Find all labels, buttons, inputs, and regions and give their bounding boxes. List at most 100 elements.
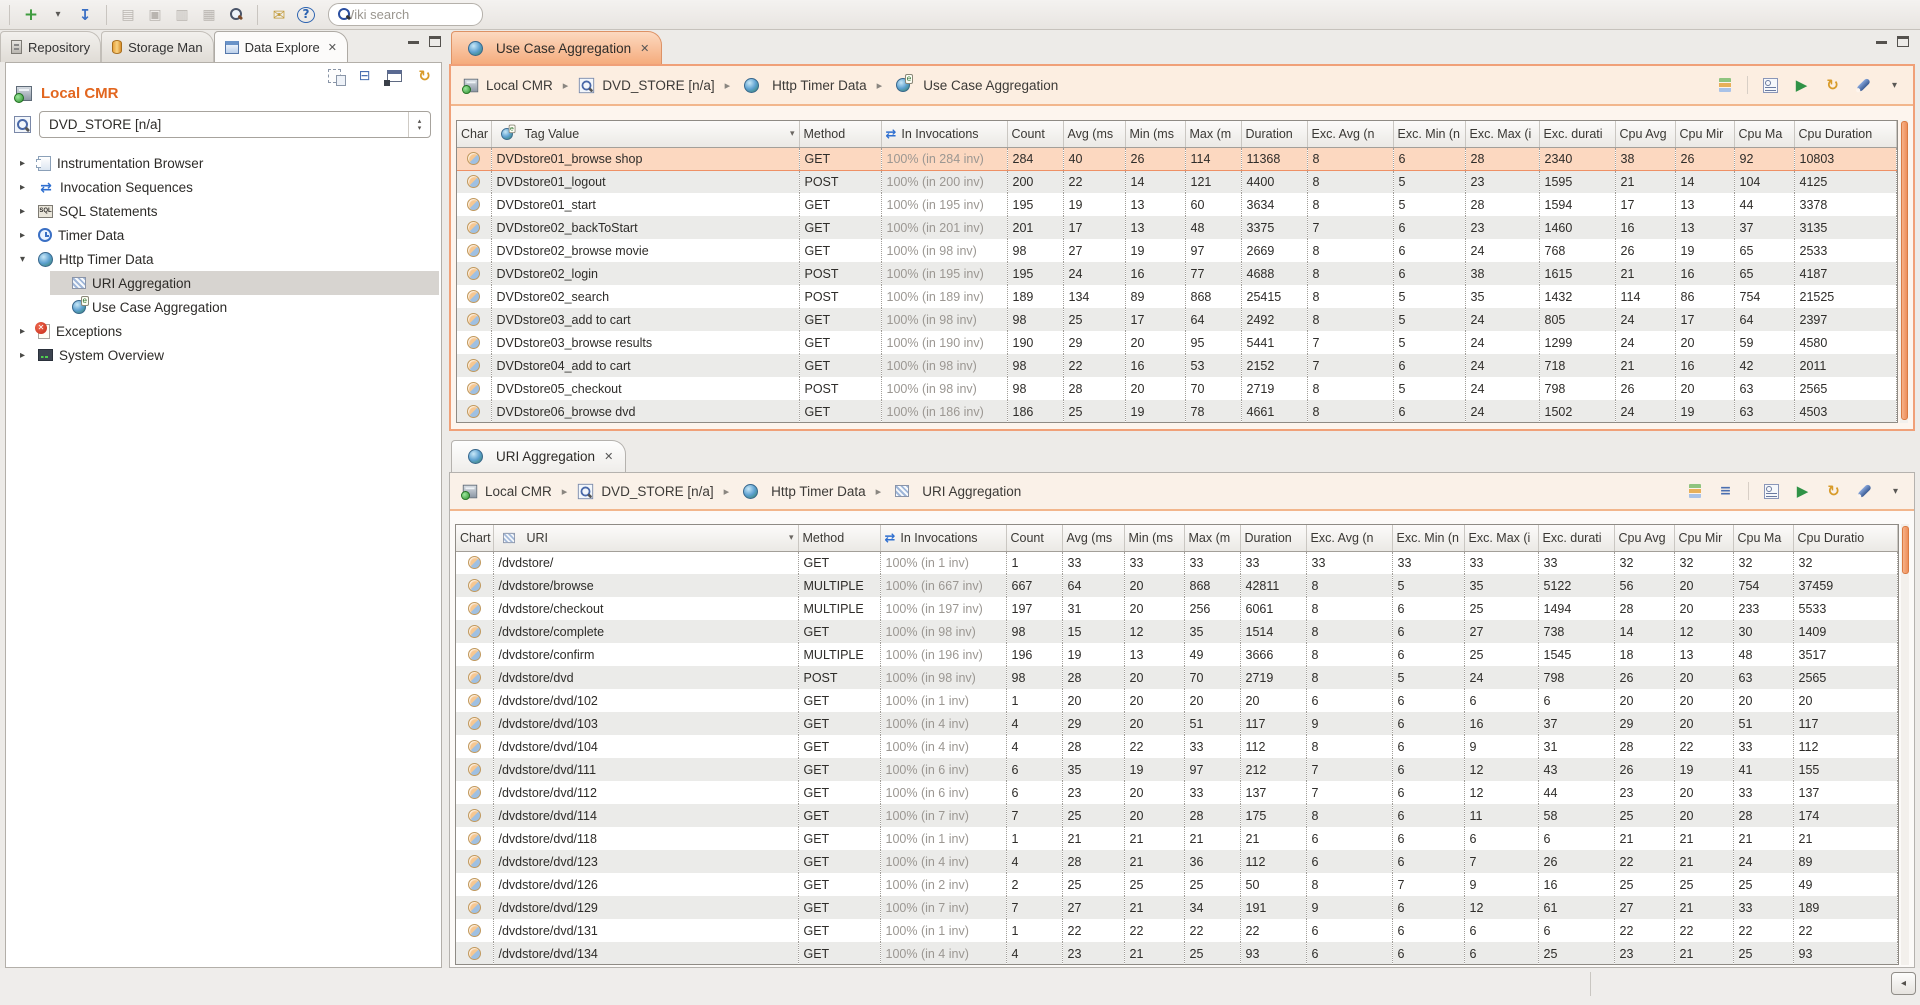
tab-uri-aggregation[interactable]: URI Aggregation ✕: [451, 440, 627, 472]
pin-window-button[interactable]: ▣: [148, 6, 162, 23]
col-in-invocations[interactable]: In Invocations: [881, 121, 1008, 148]
chart-cell[interactable]: [457, 377, 492, 400]
import-storage-button[interactable]: ↧: [78, 5, 92, 24]
col-avg[interactable]: Avg (ms: [1063, 121, 1126, 148]
chart-cell[interactable]: [456, 919, 494, 942]
col-exc-avg[interactable]: Exc. Avg (n: [1307, 121, 1394, 148]
add-dropdown-icon[interactable]: ▾: [55, 9, 61, 20]
col-exc-avg[interactable]: Exc. Avg (n: [1306, 525, 1393, 552]
col-exc-max[interactable]: Exc. Max (i: [1464, 525, 1539, 552]
col-cpu-avg[interactable]: Cpu Avg: [1615, 121, 1676, 148]
maximize-icon[interactable]: [1897, 36, 1909, 47]
col-exc-min[interactable]: Exc. Min (n: [1392, 525, 1465, 552]
col-count[interactable]: Count: [1007, 121, 1064, 148]
scrollbar-thumb[interactable]: [1900, 121, 1908, 420]
chart-cell[interactable]: [457, 170, 492, 193]
tree-item[interactable]: Http Timer Data: [8, 247, 439, 271]
breadcrumb-item-storage[interactable]: DVD_STORE [n/a]: [577, 483, 714, 500]
tab-storage-manager[interactable]: Storage Man: [101, 31, 214, 62]
breadcrumb-item-uri-aggregation[interactable]: URI Aggregation: [891, 484, 1021, 499]
chart-cell[interactable]: [456, 896, 494, 919]
table-row[interactable]: DVDstore01_browse shop GET 100% (in 284 …: [457, 146, 1897, 171]
col-cpu-duration[interactable]: Cpu Duratio: [1793, 525, 1898, 552]
table-row[interactable]: DVDstore02_backToStart GET 100% (in 201 …: [457, 216, 1897, 239]
col-min[interactable]: Min (ms: [1125, 121, 1186, 148]
chart-cell[interactable]: [456, 942, 494, 964]
maximize-icon[interactable]: [429, 36, 441, 47]
col-cpu-min[interactable]: Cpu Mir: [1674, 525, 1734, 552]
table-view-button[interactable]: ▤: [121, 6, 135, 23]
refresh-icon[interactable]: ↻: [1827, 482, 1840, 500]
chart-cell[interactable]: [456, 551, 494, 574]
tree-item[interactable]: Exceptions: [8, 319, 439, 343]
col-in-invocations[interactable]: In Invocations: [880, 525, 1007, 552]
chart-cell[interactable]: [456, 689, 494, 712]
col-tag-value[interactable]: Tag Value▾: [491, 121, 800, 148]
chart-cell[interactable]: [456, 850, 494, 873]
chart-cell[interactable]: [457, 146, 492, 171]
table-row[interactable]: DVDstore06_browse dvd GET 100% (in 186 i…: [457, 400, 1897, 422]
wrench-icon[interactable]: [1856, 77, 1871, 93]
spinner-icon[interactable]: ▴ ▾: [408, 112, 430, 137]
table-row[interactable]: DVDstore01_start GET 100% (in 195 inv) 1…: [457, 193, 1897, 216]
breadcrumb-item-http-timer-data[interactable]: Http Timer Data: [740, 77, 867, 93]
table-row[interactable]: /dvdstore/browse MULTIPLE 100% (in 667 i…: [456, 574, 1898, 597]
tree-arrow-icon[interactable]: [20, 206, 34, 217]
col-exc-duration[interactable]: Exc. durati: [1539, 121, 1616, 148]
chart-cell[interactable]: [456, 712, 494, 735]
chart-cell[interactable]: [456, 574, 494, 597]
menu-dropdown-icon[interactable]: ▾: [1892, 485, 1899, 497]
col-max[interactable]: Max (m: [1185, 121, 1242, 148]
chart-cell[interactable]: [456, 735, 494, 758]
col-method[interactable]: Method: [799, 121, 882, 148]
tab-repository[interactable]: Repository: [0, 31, 102, 62]
scrollbar-thumb[interactable]: [1901, 526, 1909, 574]
chart-cell[interactable]: [457, 354, 492, 377]
breadcrumb-item-storage[interactable]: DVD_STORE [n/a]: [578, 77, 715, 94]
col-cpu-avg[interactable]: Cpu Avg: [1614, 525, 1675, 552]
tree-item[interactable]: SQL Statements: [8, 199, 439, 223]
tree-arrow-icon[interactable]: [20, 182, 34, 193]
minimize-icon[interactable]: [408, 40, 419, 44]
table-row[interactable]: DVDstore02_browse movie GET 100% (in 98 …: [457, 239, 1897, 262]
wiki-search-box[interactable]: [328, 3, 518, 26]
chart-cell[interactable]: [456, 781, 494, 804]
chart-cell[interactable]: [457, 216, 492, 239]
tree-arrow-icon[interactable]: [20, 230, 34, 241]
tree-item[interactable]: Invocation Sequences: [8, 175, 439, 199]
chart-cell[interactable]: [457, 193, 492, 216]
wiki-search-input[interactable]: [342, 7, 518, 22]
mail-button[interactable]: ✉: [272, 5, 286, 24]
breadcrumb-item-cmr[interactable]: Local CMR: [460, 484, 552, 500]
table-row[interactable]: /dvdstore/checkout MULTIPLE 100% (in 197…: [456, 597, 1898, 620]
collapse-all-icon[interactable]: ⊟: [358, 67, 371, 84]
table-row[interactable]: /dvdstore/ GET 100% (in 1 inv) 1 33 33 33 3…: [456, 551, 1898, 574]
chart-cell[interactable]: [457, 262, 492, 285]
tree-item[interactable]: Use Case Aggregation: [8, 295, 439, 319]
link-with-editor-icon[interactable]: [328, 68, 341, 83]
close-icon[interactable]: ✕: [640, 42, 650, 55]
chart-cell[interactable]: [456, 804, 494, 827]
breadcrumb-item-cmr[interactable]: Local CMR: [461, 78, 553, 94]
close-icon[interactable]: ✕: [327, 41, 337, 54]
play-icon[interactable]: ▶: [1796, 482, 1809, 500]
search-button[interactable]: [227, 4, 245, 26]
chart-cell[interactable]: [456, 666, 494, 689]
minimize-icon[interactable]: [1876, 40, 1887, 44]
tab-use-case-aggregation[interactable]: Use Case Aggregation ✕: [451, 31, 663, 64]
close-icon[interactable]: ✕: [604, 451, 614, 463]
col-cpu-duration[interactable]: Cpu Duration: [1794, 121, 1897, 148]
tree-item[interactable]: System Overview: [8, 343, 439, 367]
tree-item[interactable]: Instrumentation Browser: [8, 151, 439, 175]
copy-button[interactable]: ▦: [202, 6, 216, 23]
table-row[interactable]: /dvdstore/dvd POST 100% (in 98 inv) 98 28…: [456, 666, 1898, 689]
chart-cell[interactable]: [457, 285, 492, 308]
